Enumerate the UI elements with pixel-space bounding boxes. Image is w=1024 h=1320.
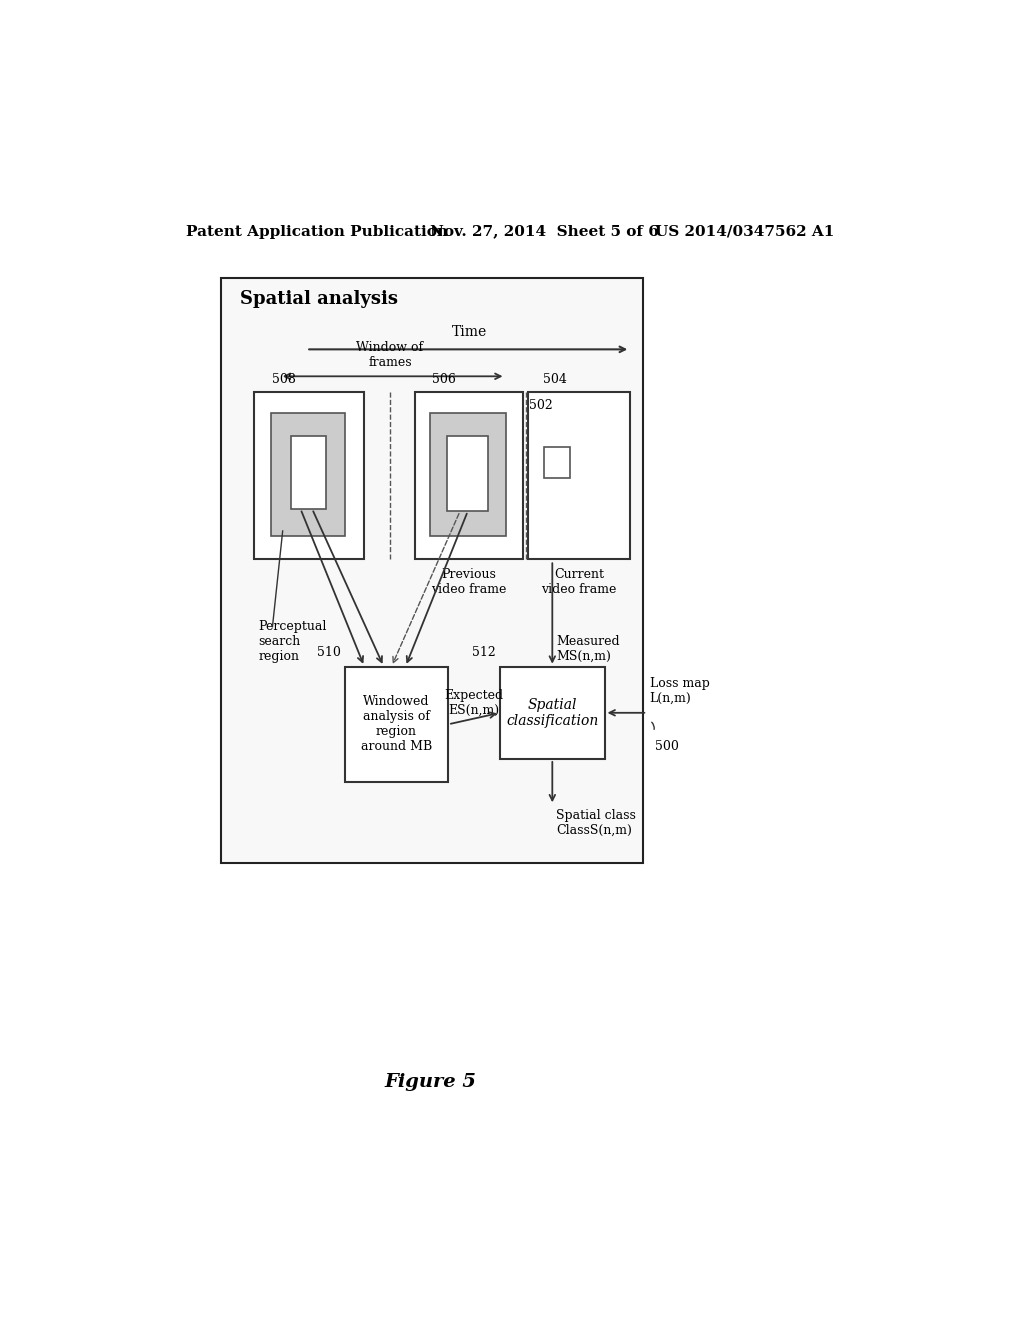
- Text: Spatial analysis: Spatial analysis: [241, 290, 398, 309]
- Text: Previous
video frame: Previous video frame: [431, 568, 507, 597]
- Text: Current
video frame: Current video frame: [542, 568, 616, 597]
- Bar: [447, 436, 488, 511]
- Text: Spatial class
ClassS(n,m): Spatial class ClassS(n,m): [556, 809, 636, 837]
- Bar: [291, 436, 326, 508]
- Text: 506: 506: [432, 372, 456, 385]
- Text: Spatial
classification: Spatial classification: [506, 698, 598, 727]
- Bar: [271, 412, 345, 536]
- Text: 500: 500: [655, 739, 679, 752]
- Text: Patent Application Publication: Patent Application Publication: [186, 224, 449, 239]
- Bar: [430, 412, 506, 536]
- Bar: [528, 392, 630, 558]
- Bar: [415, 392, 523, 558]
- Bar: [500, 667, 604, 759]
- Text: Figure 5: Figure 5: [384, 1073, 476, 1092]
- Bar: [221, 277, 643, 863]
- Text: 504: 504: [544, 372, 567, 385]
- Text: Time: Time: [452, 325, 486, 339]
- Text: US 2014/0347562 A1: US 2014/0347562 A1: [655, 224, 835, 239]
- Text: 508: 508: [272, 372, 296, 385]
- Bar: [345, 667, 449, 781]
- Text: Nov. 27, 2014  Sheet 5 of 6: Nov. 27, 2014 Sheet 5 of 6: [430, 224, 659, 239]
- Text: Expected
ES(n,m): Expected ES(n,m): [444, 689, 504, 717]
- Text: Perceptual
search
region: Perceptual search region: [258, 620, 327, 664]
- Text: Window of
frames: Window of frames: [356, 341, 424, 368]
- Text: 512: 512: [472, 645, 496, 659]
- Text: 510: 510: [317, 645, 341, 659]
- Text: 502: 502: [529, 400, 553, 412]
- Text: Measured
MS(n,m): Measured MS(n,m): [556, 635, 620, 663]
- Text: Windowed
analysis of
region
around MB: Windowed analysis of region around MB: [360, 696, 432, 754]
- Bar: [254, 392, 365, 558]
- Text: Loss map
L(n,m): Loss map L(n,m): [649, 677, 710, 705]
- Bar: [544, 447, 569, 478]
